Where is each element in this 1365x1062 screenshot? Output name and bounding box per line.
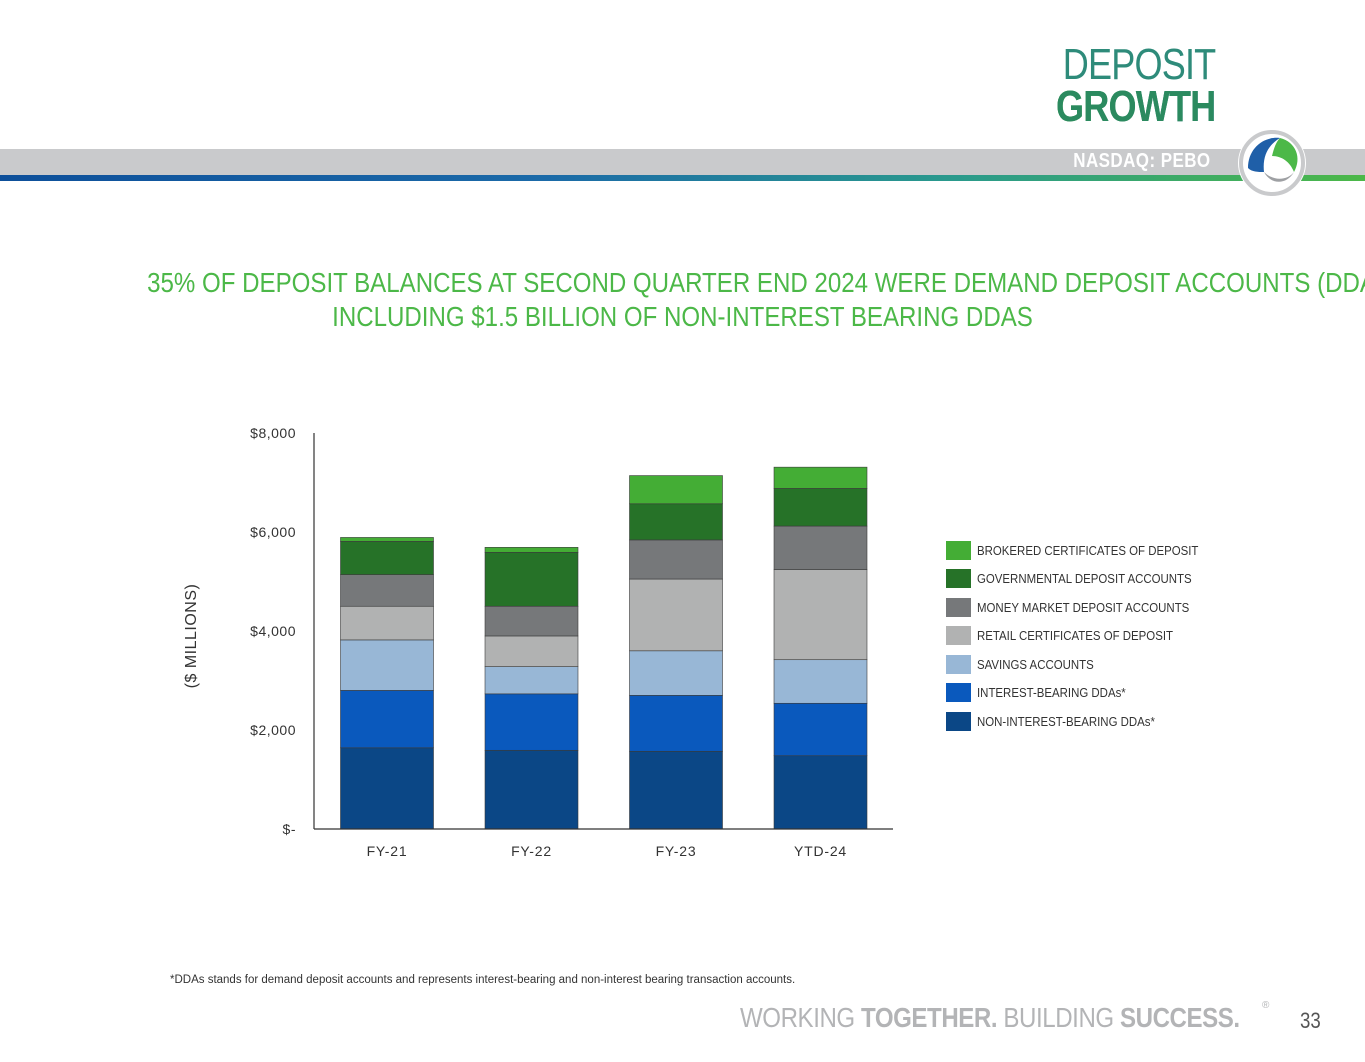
bar-segment-fy-21-0 bbox=[340, 747, 434, 830]
legend-item: RETAIL CERTIFICATES OF DEPOSIT bbox=[946, 622, 1229, 651]
bar-segment-fy-23-2 bbox=[629, 650, 723, 696]
legend-label: SAVINGS ACCOUNTS bbox=[977, 656, 1094, 672]
bar-segment-fy-22-1 bbox=[484, 693, 579, 751]
tagline-word1: WORKING bbox=[740, 1002, 861, 1033]
tagline: WORKING TOGETHER. BUILDING SUCCESS. bbox=[740, 1002, 1240, 1034]
x-tick-label: FY-22 bbox=[511, 843, 552, 859]
legend-item: BROKERED CERTIFICATES OF DEPOSIT bbox=[946, 536, 1229, 565]
bar-segment-fy-23-0 bbox=[629, 750, 723, 830]
bar-segment-fy-21-4 bbox=[340, 574, 434, 607]
legend-label: NON-INTEREST-BEARING DDAs* bbox=[977, 713, 1155, 729]
bar-segment-fy-23-3 bbox=[629, 578, 723, 652]
x-tick-labels: FY-21 FY-22 FY-23 YTD-24 bbox=[367, 843, 847, 859]
ticker-label: NASDAQ: PEBO bbox=[1073, 150, 1211, 172]
legend-label: BROKERED CERTIFICATES OF DEPOSIT bbox=[977, 542, 1199, 558]
legend-swatch bbox=[946, 540, 971, 560]
bar-segment-ytd-24-2 bbox=[773, 659, 868, 704]
y-tick-labels: $- $2,000 $4,000 $6,000 $8,000 bbox=[250, 425, 296, 837]
legend-swatch bbox=[946, 711, 971, 731]
chart-legend: BROKERED CERTIFICATES OF DEPOSIT GOVERNME… bbox=[946, 536, 1229, 736]
bar-segment-fy-23-4 bbox=[629, 539, 723, 580]
section-title-line1: DEPOSIT bbox=[1062, 40, 1215, 89]
tagline-word2: TOGETHER. bbox=[860, 1002, 998, 1033]
header-band bbox=[0, 149, 1365, 176]
bar-segment-fy-22-0 bbox=[484, 749, 579, 830]
legend-label: INTEREST-BEARING DDAs* bbox=[977, 685, 1126, 701]
y-tick-label: $2,000 bbox=[250, 722, 296, 738]
page-number: 33 bbox=[1300, 1008, 1321, 1033]
x-tick-label: FY-21 bbox=[367, 843, 408, 859]
y-tick-label: $- bbox=[283, 821, 296, 837]
legend-label: MONEY MARKET DEPOSIT ACCOUNTS bbox=[977, 599, 1190, 615]
bar-segment-fy-21-1 bbox=[340, 690, 434, 749]
bar-segment-fy-22-2 bbox=[484, 666, 579, 695]
bar-segment-ytd-24-6 bbox=[773, 466, 868, 489]
legend-swatch bbox=[946, 569, 971, 589]
y-tick-label: $4,000 bbox=[250, 623, 296, 639]
x-tick-label: YTD-24 bbox=[794, 843, 847, 859]
headline-line1: 35% OF DEPOSIT BALANCES AT SECOND QUARTE… bbox=[147, 267, 1365, 298]
section-title: DEPOSIT GROWTH bbox=[1055, 40, 1216, 131]
bar-segment-fy-22-6 bbox=[484, 547, 579, 553]
legend-swatch bbox=[946, 626, 971, 646]
section-title-line2: GROWTH bbox=[1055, 81, 1216, 131]
tagline-word4: SUCCESS. bbox=[1119, 1002, 1240, 1033]
legend-swatch bbox=[946, 683, 971, 703]
bar-segment-fy-21-6 bbox=[340, 537, 434, 542]
bar-segment-ytd-24-1 bbox=[773, 702, 868, 757]
legend-item: NON-INTEREST-BEARING DDAs* bbox=[946, 707, 1229, 736]
bar-segment-fy-22-5 bbox=[484, 551, 579, 607]
company-logo-icon bbox=[1238, 129, 1306, 197]
legend-label: GOVERNMENTAL DEPOSIT ACCOUNTS bbox=[977, 571, 1192, 587]
bar-segment-fy-21-5 bbox=[340, 541, 434, 575]
footnote: *DDAs stands for demand deposit accounts… bbox=[170, 974, 796, 986]
legend-swatch bbox=[946, 654, 971, 674]
y-tick-label: $6,000 bbox=[250, 524, 296, 540]
headline: 35% OF DEPOSIT BALANCES AT SECOND QUARTE… bbox=[147, 266, 1365, 334]
legend-item: INTEREST-BEARING DDAs* bbox=[946, 679, 1229, 708]
bar-segment-fy-23-1 bbox=[629, 695, 723, 752]
legend-label: RETAIL CERTIFICATES OF DEPOSIT bbox=[977, 628, 1173, 644]
y-tick-label: $8,000 bbox=[250, 425, 296, 441]
bar-segment-fy-22-4 bbox=[484, 605, 579, 637]
legend-swatch bbox=[946, 597, 971, 617]
bar-segment-fy-23-6 bbox=[629, 475, 723, 505]
bar-segment-fy-23-5 bbox=[629, 503, 723, 541]
y-axis-label: ($ MILLIONS) bbox=[183, 584, 200, 689]
header-gradient-line bbox=[0, 175, 1365, 181]
bar-segment-ytd-24-3 bbox=[773, 569, 868, 661]
tagline-word3: BUILDING bbox=[997, 1002, 1120, 1033]
legend-item: SAVINGS ACCOUNTS bbox=[946, 650, 1229, 679]
x-tick-label: FY-23 bbox=[656, 843, 697, 859]
headline-line2: INCLUDING $1.5 BILLION OF NON-INTEREST B… bbox=[332, 301, 1033, 332]
bars-group bbox=[340, 466, 868, 830]
bar-segment-ytd-24-5 bbox=[773, 488, 868, 527]
bar-segment-fy-21-3 bbox=[340, 605, 434, 641]
bar-segment-ytd-24-4 bbox=[773, 525, 868, 570]
bar-segment-fy-22-3 bbox=[484, 635, 579, 667]
legend-item: MONEY MARKET DEPOSIT ACCOUNTS bbox=[946, 593, 1229, 622]
bar-segment-fy-21-2 bbox=[340, 639, 434, 691]
bar-segment-ytd-24-0 bbox=[773, 755, 868, 830]
legend-item: GOVERNMENTAL DEPOSIT ACCOUNTS bbox=[946, 565, 1229, 594]
registered-mark: ® bbox=[1262, 1000, 1270, 1011]
